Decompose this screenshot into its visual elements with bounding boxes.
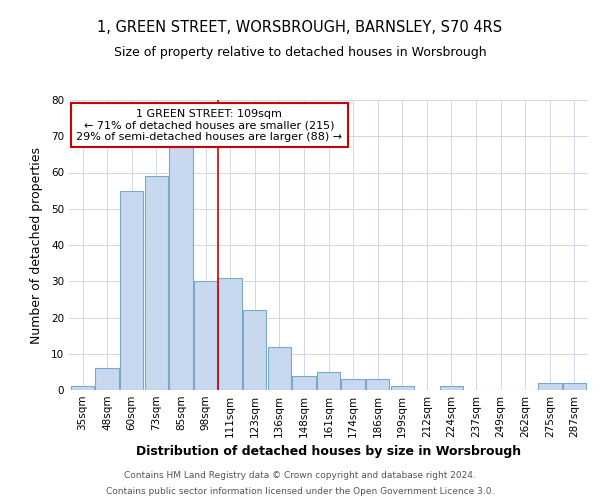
Bar	[194, 281, 217, 390]
Bar	[145, 176, 168, 390]
Text: Contains public sector information licensed under the Open Government Licence 3.: Contains public sector information licen…	[106, 486, 494, 496]
Bar	[169, 147, 193, 390]
Bar	[120, 190, 143, 390]
Text: 1 GREEN STREET: 109sqm
← 71% of detached houses are smaller (215)
29% of semi-de: 1 GREEN STREET: 109sqm ← 71% of detached…	[76, 108, 342, 142]
Bar	[391, 386, 414, 390]
Bar	[268, 346, 291, 390]
Y-axis label: Number of detached properties: Number of detached properties	[29, 146, 43, 344]
Text: Contains HM Land Registry data © Crown copyright and database right 2024.: Contains HM Land Registry data © Crown c…	[124, 472, 476, 480]
Bar	[341, 379, 365, 390]
X-axis label: Distribution of detached houses by size in Worsbrough: Distribution of detached houses by size …	[136, 446, 521, 458]
Bar	[71, 386, 94, 390]
Bar	[538, 383, 562, 390]
Bar	[243, 310, 266, 390]
Bar	[440, 386, 463, 390]
Bar	[317, 372, 340, 390]
Bar	[218, 278, 242, 390]
Bar	[366, 379, 389, 390]
Text: 1, GREEN STREET, WORSBROUGH, BARNSLEY, S70 4RS: 1, GREEN STREET, WORSBROUGH, BARNSLEY, S…	[97, 20, 503, 35]
Text: Size of property relative to detached houses in Worsbrough: Size of property relative to detached ho…	[113, 46, 487, 59]
Bar	[563, 383, 586, 390]
Bar	[95, 368, 119, 390]
Bar	[292, 376, 316, 390]
